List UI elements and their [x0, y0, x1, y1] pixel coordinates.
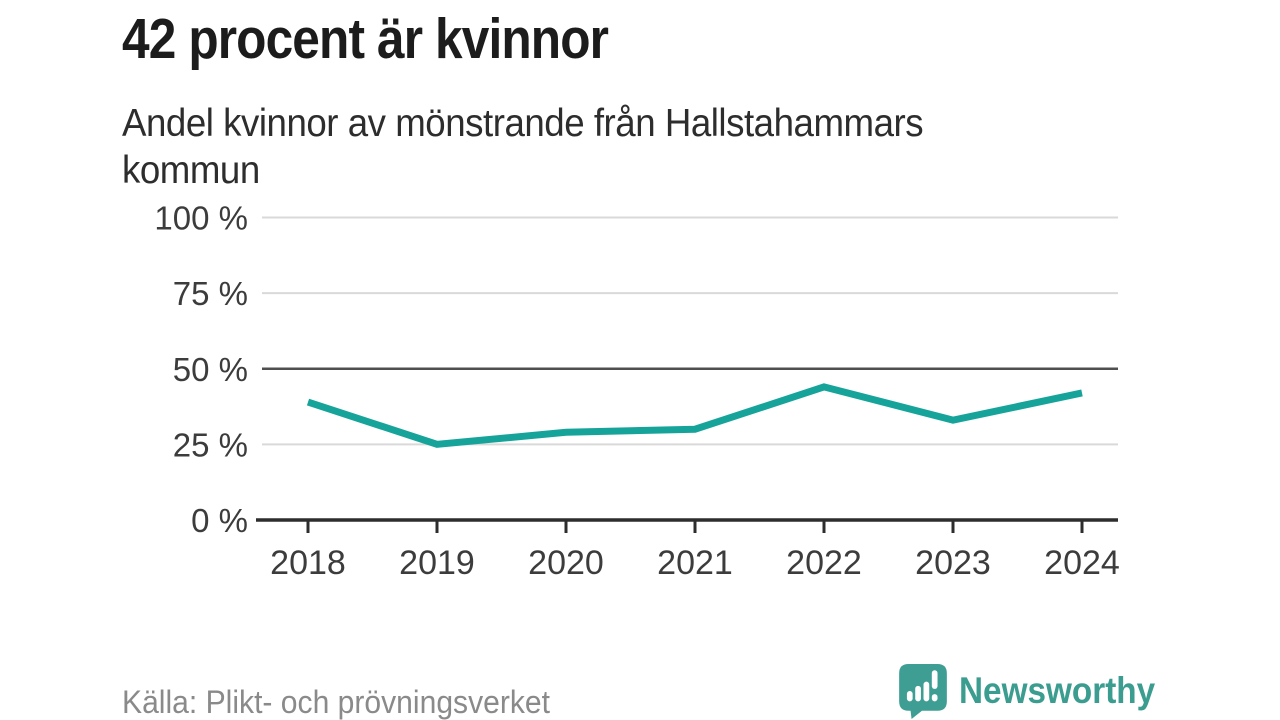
y-tick-label: 100 % [154, 200, 248, 237]
x-tick-label: 2023 [915, 544, 991, 582]
x-tick-label: 2021 [657, 544, 733, 582]
newsworthy-logo-text: Newsworthy [959, 670, 1156, 711]
x-tick-label: 2022 [786, 544, 862, 582]
chart-title: 42 procent är kvinnor [122, 7, 609, 71]
x-tick-label: 2018 [270, 544, 346, 582]
y-tick-label: 75 % [173, 275, 248, 312]
data-line [306, 383, 1083, 448]
x-tick-label: 2024 [1044, 544, 1120, 582]
x-tick-label: 2019 [399, 544, 475, 582]
chart-subtitle: Andel kvinnor av mönstrande från Hallsta… [122, 102, 924, 192]
source-note: Källa: Plikt- och prövningsverket [122, 684, 550, 720]
y-tick-label: 0 % [191, 502, 248, 539]
y-tick-label: 50 % [173, 351, 248, 388]
speech-bubble-bar-chart-exclamation-icon [899, 664, 947, 719]
newsworthy-logo: Newsworthy [897, 663, 1177, 719]
y-tick-label: 25 % [173, 426, 248, 463]
x-tick-label: 2020 [528, 544, 604, 582]
